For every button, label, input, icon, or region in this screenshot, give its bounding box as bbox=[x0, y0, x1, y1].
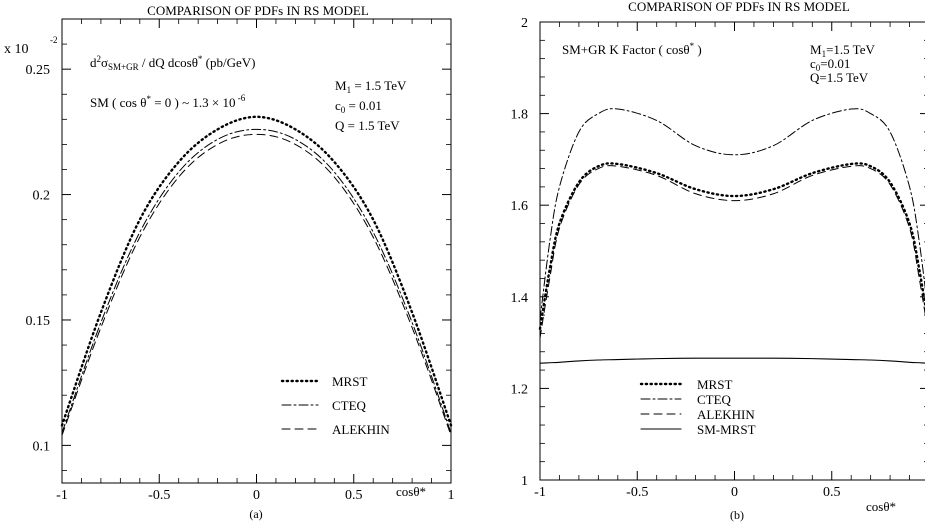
y-tick-label: 1.2 bbox=[511, 382, 529, 397]
param-label: M1 = 1.5 TeV bbox=[335, 78, 407, 95]
y-tick-label: 0.1 bbox=[33, 439, 51, 454]
series-line-mrst bbox=[60, 115, 453, 427]
legend-label: MRST bbox=[332, 374, 367, 389]
x-tick-label: 0 bbox=[253, 488, 260, 503]
series-line-alekhin bbox=[539, 165, 925, 339]
panel-b-ticks: -1-0.500.5111.21.41.61.82 bbox=[511, 16, 925, 500]
x-tick-label: -0.5 bbox=[626, 485, 648, 500]
x-tick-label: -1 bbox=[56, 488, 68, 503]
param-label: c0=0.01 bbox=[810, 56, 850, 73]
x-tick-label: 0.5 bbox=[823, 485, 841, 500]
y-tick-label: 1.6 bbox=[511, 199, 529, 214]
y-tick-label: 0.2 bbox=[33, 189, 51, 204]
x-tick-label: 0 bbox=[731, 485, 738, 500]
panel-a-xlabel: cosθ* bbox=[396, 484, 426, 499]
y-tick-label: 0.15 bbox=[26, 314, 51, 329]
legend-label: MRST bbox=[697, 377, 732, 392]
y-scale-factor: x 10 -2 bbox=[4, 35, 58, 57]
panel-a-curves bbox=[60, 115, 453, 436]
y-tick-label: 2 bbox=[521, 16, 528, 31]
sm-note: SM ( cos θ* = 0 ) ~ 1.3 × 10 -6 bbox=[90, 93, 246, 110]
param-label: Q=1.5 TeV bbox=[810, 70, 869, 85]
param-label: c0 = 0.01 bbox=[335, 98, 382, 115]
series-line-alekhin bbox=[61, 133, 452, 436]
panel-b-label: (b) bbox=[730, 508, 744, 522]
legend-label: ALEKHIN bbox=[697, 407, 755, 422]
series-line-cteq bbox=[61, 128, 452, 434]
panel-a-label: (a) bbox=[249, 507, 262, 521]
y-tick-label: 1 bbox=[521, 474, 528, 489]
panel-b: COMPARISON OF PDFs IN RS MODEL SM+GR K F… bbox=[511, 0, 925, 522]
panel-a-legend: MRST CTEQ ALEKHIN bbox=[280, 374, 390, 437]
series-line-cteq bbox=[539, 108, 925, 321]
series-line-sm-mrst bbox=[539, 357, 925, 364]
x-tick-label: 1 bbox=[448, 488, 455, 503]
y-scale-exponent: -2 bbox=[50, 35, 58, 45]
legend-label: CTEQ bbox=[697, 392, 732, 407]
panel-b-xlabel: cosθ* bbox=[866, 499, 896, 514]
panel-a-ticks: -1 -0.5 0 0.5 1 0.1 0.15 0.2 0.25 bbox=[26, 18, 455, 503]
legend-label: SM-MRST bbox=[697, 422, 756, 437]
y-tick-label: 1.8 bbox=[511, 108, 529, 123]
x-tick-label: -1 bbox=[534, 485, 546, 500]
y-tick-label: 1.4 bbox=[511, 291, 529, 306]
param-label: Q = 1.5 TeV bbox=[335, 118, 400, 133]
panel-a-quantity-label: d2σSM+GR / dQ dcosθ* (pb/GeV) bbox=[90, 54, 256, 72]
series-line-mrst bbox=[538, 162, 925, 331]
panel-b-curves bbox=[538, 108, 925, 364]
panel-b-quantity-label: SM+GR K Factor ( cosθ* ) bbox=[562, 41, 702, 57]
param-label: M1=1.5 TeV bbox=[810, 42, 875, 59]
panel-a-params: M1 = 1.5 TeV c0 = 0.01 Q = 1.5 TeV bbox=[335, 78, 407, 133]
x-tick-label: -0.5 bbox=[148, 488, 170, 503]
legend-label: ALEKHIN bbox=[332, 422, 390, 437]
legend-label: CTEQ bbox=[332, 398, 367, 413]
y-scale-label: x 10 bbox=[4, 42, 29, 57]
panel-a-title: COMPARISON OF PDFs IN RS MODEL bbox=[147, 3, 369, 18]
panel-a: COMPARISON OF PDFs IN RS MODEL x 10 -2 d… bbox=[4, 3, 455, 521]
y-tick-label: 0.25 bbox=[26, 63, 51, 78]
x-tick-label: 0.5 bbox=[345, 488, 363, 503]
panel-b-title: COMPARISON OF PDFs IN RS MODEL bbox=[628, 0, 850, 14]
